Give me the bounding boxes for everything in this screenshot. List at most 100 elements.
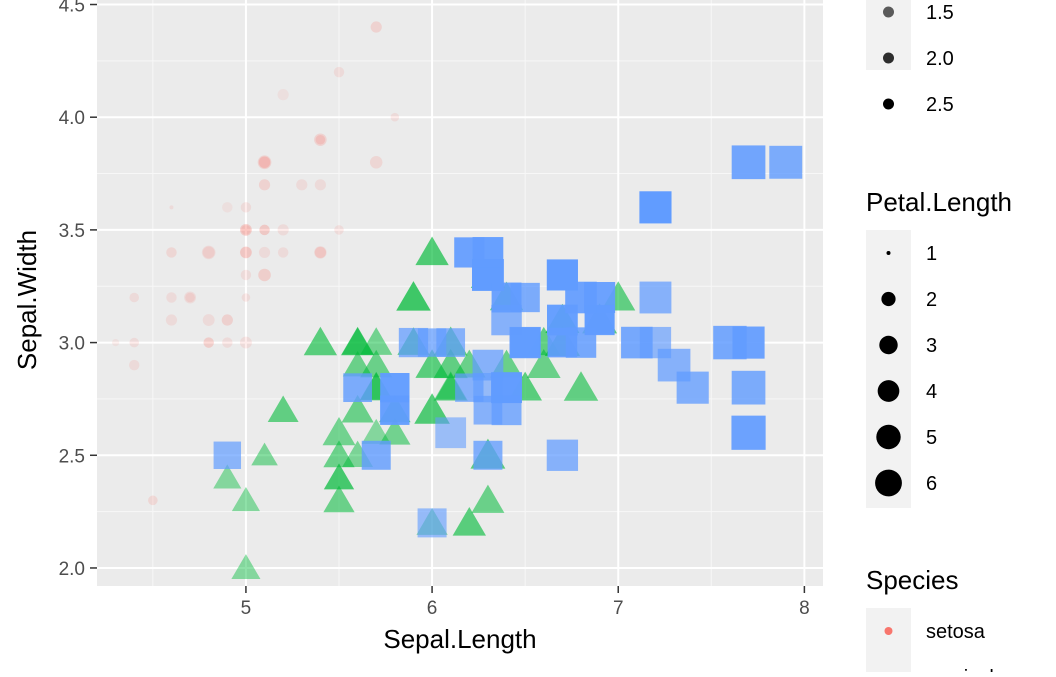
x-tick-label: 8: [799, 598, 810, 619]
point-versicolor: [526, 349, 561, 378]
point-setosa: [259, 224, 270, 236]
legend-species-label: versicolor: [926, 667, 1012, 672]
legend-key-background: [866, 608, 911, 677]
y-tick-label: 2.0: [59, 559, 85, 580]
point-virginica: [731, 145, 766, 180]
point-setosa: [129, 292, 140, 303]
point-setosa: [390, 112, 400, 122]
point-setosa: [240, 246, 252, 259]
point-virginica: [417, 508, 447, 538]
point-setosa: [239, 223, 252, 236]
legend-size-label: 5: [926, 427, 937, 449]
point-versicolor: [563, 371, 599, 401]
point-virginica: [435, 417, 467, 449]
y-tick-label: 3.5: [59, 221, 85, 242]
point-versicolor: [213, 464, 242, 489]
point-setosa: [240, 269, 252, 281]
point-versicolor: [323, 463, 355, 490]
point-setosa: [203, 337, 214, 348]
point-setosa: [221, 314, 233, 326]
y-tick-label: 4.0: [59, 108, 85, 129]
point-setosa: [258, 179, 271, 191]
series-virginica: [213, 145, 803, 538]
point-setosa: [333, 66, 345, 78]
point-versicolor: [452, 507, 486, 536]
point-setosa: [277, 89, 289, 101]
point-setosa: [240, 202, 252, 213]
legend-size-label: 4: [926, 381, 937, 403]
point-setosa: [185, 292, 195, 303]
axes: 5 6 7 8 2.0 2.5 3.0 3.5 4.0 4.5: [59, 0, 810, 619]
point-setosa: [277, 247, 289, 258]
point-virginica: [510, 327, 540, 358]
legend-key-background: [866, 230, 911, 508]
point-virginica: [676, 371, 709, 404]
point-setosa: [202, 314, 215, 327]
y-tick-label: 3.0: [59, 334, 85, 355]
legend-alpha-label: 2.0: [926, 48, 954, 70]
data-points: [112, 21, 803, 580]
point-versicolor: [415, 349, 449, 378]
point-virginica: [343, 373, 372, 403]
y-axis-title: Sepal.Width: [12, 230, 42, 370]
point-setosa: [258, 156, 271, 169]
point-setosa: [239, 246, 252, 259]
point-versicolor: [471, 484, 505, 513]
point-virginica: [473, 373, 503, 403]
point-versicolor: [303, 326, 338, 356]
point-setosa: [201, 245, 216, 260]
point-setosa: [334, 225, 344, 235]
legend-alpha-key: [883, 98, 894, 110]
point-setosa: [259, 224, 270, 236]
panel-background: [97, 0, 823, 586]
point-setosa: [222, 337, 233, 348]
series-setosa: [112, 21, 400, 506]
legend-size-key: [875, 469, 902, 497]
legend-size-key: [886, 251, 891, 255]
legend: 1.5 2.0 2.5 Petal.Length 1 2 3 4 5 6 Species setosa…: [866, 0, 1012, 677]
point-setosa: [184, 291, 197, 304]
point-setosa: [258, 246, 271, 259]
point-setosa: [315, 134, 326, 145]
point-virginica: [398, 327, 429, 358]
legend-species-label: setosa: [926, 621, 986, 643]
point-setosa: [257, 155, 272, 170]
legend-size-title: Petal.Length: [866, 187, 1012, 217]
legend-size-label: 3: [926, 335, 937, 357]
point-virginica: [213, 441, 242, 469]
point-versicolor: [360, 327, 393, 355]
point-setosa: [129, 337, 140, 348]
point-setosa: [166, 247, 177, 258]
point-virginica: [639, 281, 672, 314]
point-virginica: [380, 395, 410, 425]
grid-lines: [97, 0, 823, 586]
point-versicolor: [323, 440, 355, 468]
point-virginica: [732, 326, 765, 359]
point-setosa: [112, 338, 120, 347]
point-versicolor: [324, 463, 354, 490]
point-setosa: [314, 246, 326, 259]
point-virginica: [546, 259, 578, 291]
point-versicolor: [379, 417, 411, 445]
point-setosa: [169, 205, 174, 210]
legend-species-title: Species: [866, 565, 959, 595]
point-setosa: [222, 202, 233, 213]
point-versicolor: [231, 486, 260, 512]
legend-size-key: [877, 380, 900, 402]
legend-size-label: 1: [926, 243, 937, 265]
point-setosa: [314, 179, 326, 191]
point-versicolor: [231, 554, 261, 580]
legend-size-key: [876, 424, 901, 450]
y-tick-label: 4.5: [59, 0, 85, 17]
point-setosa: [241, 293, 251, 302]
point-setosa: [148, 495, 158, 506]
point-versicolor: [341, 394, 374, 423]
legend-size-label: 6: [926, 473, 937, 495]
legend-alpha-label: 1.5: [926, 2, 954, 24]
x-tick-label: 6: [427, 598, 438, 619]
point-virginica: [769, 145, 803, 179]
y-tick-label: 2.5: [59, 446, 85, 467]
legend-size-key: [881, 291, 896, 307]
x-axis-title: Sepal.Length: [383, 624, 536, 654]
